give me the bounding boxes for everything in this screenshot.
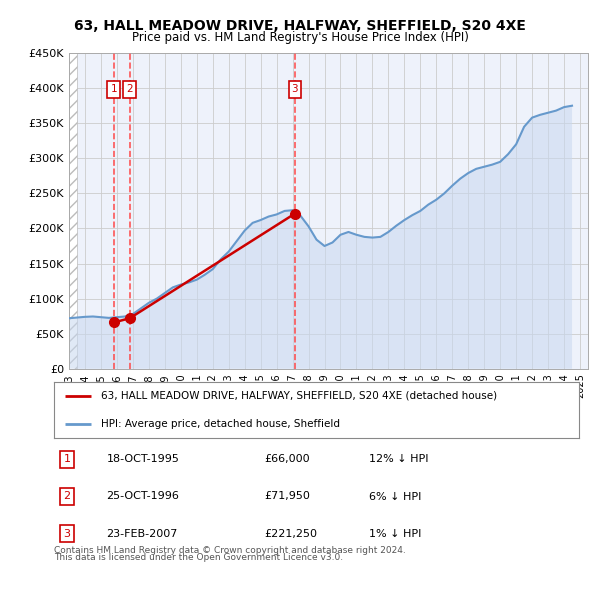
Text: £66,000: £66,000	[264, 454, 310, 464]
Text: 63, HALL MEADOW DRIVE, HALFWAY, SHEFFIELD, S20 4XE: 63, HALL MEADOW DRIVE, HALFWAY, SHEFFIEL…	[74, 19, 526, 34]
Text: Price paid vs. HM Land Registry's House Price Index (HPI): Price paid vs. HM Land Registry's House …	[131, 31, 469, 44]
Text: 2: 2	[127, 84, 133, 94]
Text: 1: 1	[110, 84, 117, 94]
Text: Contains HM Land Registry data © Crown copyright and database right 2024.: Contains HM Land Registry data © Crown c…	[54, 546, 406, 555]
Text: 25-OCT-1996: 25-OCT-1996	[107, 491, 179, 502]
Text: 3: 3	[292, 84, 298, 94]
Text: £71,950: £71,950	[264, 491, 310, 502]
Text: 18-OCT-1995: 18-OCT-1995	[107, 454, 179, 464]
Text: 1% ↓ HPI: 1% ↓ HPI	[369, 529, 421, 539]
Text: £221,250: £221,250	[264, 529, 317, 539]
Text: 6% ↓ HPI: 6% ↓ HPI	[369, 491, 421, 502]
Text: 2: 2	[64, 491, 71, 502]
Bar	[69, 53, 77, 369]
Text: 63, HALL MEADOW DRIVE, HALFWAY, SHEFFIELD, S20 4XE (detached house): 63, HALL MEADOW DRIVE, HALFWAY, SHEFFIEL…	[101, 391, 497, 401]
Text: HPI: Average price, detached house, Sheffield: HPI: Average price, detached house, Shef…	[101, 419, 340, 429]
Text: 23-FEB-2007: 23-FEB-2007	[107, 529, 178, 539]
Text: 3: 3	[64, 529, 71, 539]
Text: This data is licensed under the Open Government Licence v3.0.: This data is licensed under the Open Gov…	[54, 553, 343, 562]
Text: 1: 1	[64, 454, 71, 464]
Text: 12% ↓ HPI: 12% ↓ HPI	[369, 454, 428, 464]
